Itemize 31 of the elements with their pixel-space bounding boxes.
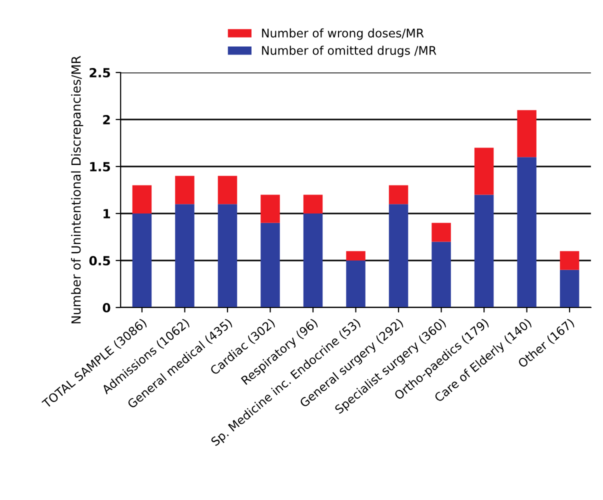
bar	[517, 157, 536, 308]
y-tick-label: 1.5	[90, 162, 110, 172]
bar	[560, 270, 580, 308]
bar	[388, 185, 408, 204]
bar	[218, 176, 238, 204]
bar	[474, 148, 494, 195]
y-tick-label: 0	[102, 302, 110, 312]
bar	[388, 204, 408, 308]
bar	[346, 251, 366, 260]
bar	[175, 176, 194, 204]
bar	[260, 194, 280, 223]
y-tick-label: 2	[103, 114, 110, 124]
y-tick-label: 1	[104, 209, 110, 218]
bar	[303, 214, 323, 308]
y-tick-label: 0.5	[89, 256, 110, 266]
bar	[432, 242, 451, 308]
bar	[175, 204, 194, 308]
bar	[432, 222, 451, 242]
bar	[260, 222, 280, 308]
bar	[517, 110, 536, 158]
y-axis-title: Number of Unintentional Discrepancies/MR	[71, 56, 84, 324]
bar	[474, 194, 494, 308]
bar	[132, 214, 152, 308]
bar	[346, 260, 366, 308]
legend-label: Number of wrong doses/MR	[262, 28, 424, 40]
bar	[218, 204, 238, 308]
legend-label: Number of omitted drugs /MR	[262, 46, 436, 58]
y-tick-label: 2.5	[90, 68, 110, 78]
bar	[303, 194, 323, 214]
bar	[560, 251, 580, 270]
bar	[132, 185, 152, 214]
